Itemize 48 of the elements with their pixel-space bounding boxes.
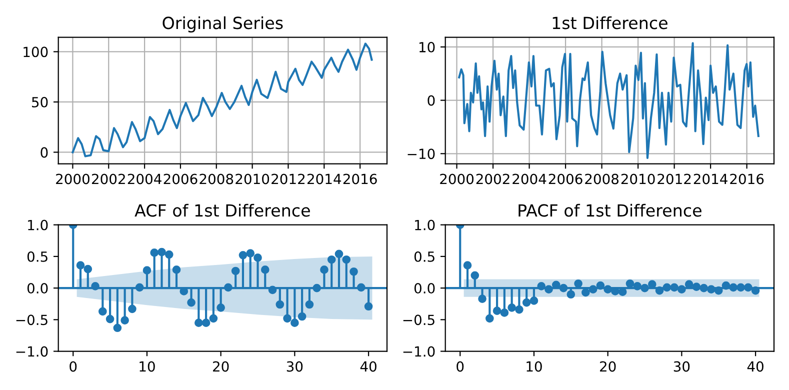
x-tick-label: 2012 (658, 174, 691, 184)
x-tick-label: 40 (747, 361, 764, 372)
x-tick-label: 30 (674, 361, 690, 372)
x-tick-label: 30 (286, 361, 303, 372)
y-tick-label: −0.5 (16, 314, 48, 326)
chart-title: PACF of 1st Difference (518, 204, 702, 217)
x-tick-label: 2002 (92, 174, 125, 184)
x-tick-label: 0 (70, 361, 77, 372)
y-tick-label: −0.5 (403, 314, 434, 326)
x-tick-label: 2016 (343, 174, 377, 184)
x-tick-label: 10 (526, 361, 542, 372)
x-tick-label: 2000 (440, 174, 474, 184)
x-tick-label: 2014 (694, 174, 728, 184)
x-tick-label: 20 (213, 361, 229, 372)
x-tick-label: 2004 (128, 174, 162, 184)
x-tick-label: 2014 (307, 174, 342, 184)
x-tick-label: 40 (360, 361, 376, 372)
x-tick-label: 2008 (585, 174, 619, 184)
y-tick-label: 50 (32, 96, 48, 108)
y-tick-label: 10 (419, 42, 435, 52)
x-tick-label: 2012 (272, 174, 305, 184)
chart-title: Original Series (162, 16, 283, 32)
y-tick-label: 1.0 (28, 220, 48, 230)
x-tick-label: 2008 (200, 174, 234, 184)
y-tick-label: 0.0 (27, 283, 48, 294)
y-tick-label: 0.0 (414, 283, 435, 294)
y-tick-label: 100 (24, 46, 48, 58)
x-tick-label: 2002 (476, 174, 510, 184)
y-tick-label: 0 (428, 95, 435, 106)
chart-title: ACF of 1st Difference (134, 204, 310, 217)
x-tick-label: 2006 (548, 174, 582, 184)
x-tick-label: 10 (140, 361, 155, 372)
y-tick-label: −10 (408, 148, 435, 160)
y-tick-label: 0.5 (27, 251, 48, 262)
x-tick-label: 2016 (730, 174, 764, 184)
y-tick-label: −1.0 (403, 346, 435, 357)
x-tick-label: 2010 (621, 174, 655, 184)
x-tick-label: 2000 (56, 174, 90, 184)
y-tick-label: 1.0 (415, 220, 435, 230)
x-tick-label: 2004 (512, 174, 546, 184)
x-tick-label: 20 (600, 361, 616, 372)
chart-title: 1st Difference (552, 16, 668, 30)
y-tick-label: 0.5 (414, 251, 434, 262)
x-tick-label: 2010 (236, 174, 270, 184)
y-tick-label: −1.0 (16, 346, 48, 357)
x-tick-label: 0 (456, 361, 464, 372)
y-tick-label: 0 (40, 147, 48, 158)
x-tick-label: 2006 (164, 174, 198, 184)
